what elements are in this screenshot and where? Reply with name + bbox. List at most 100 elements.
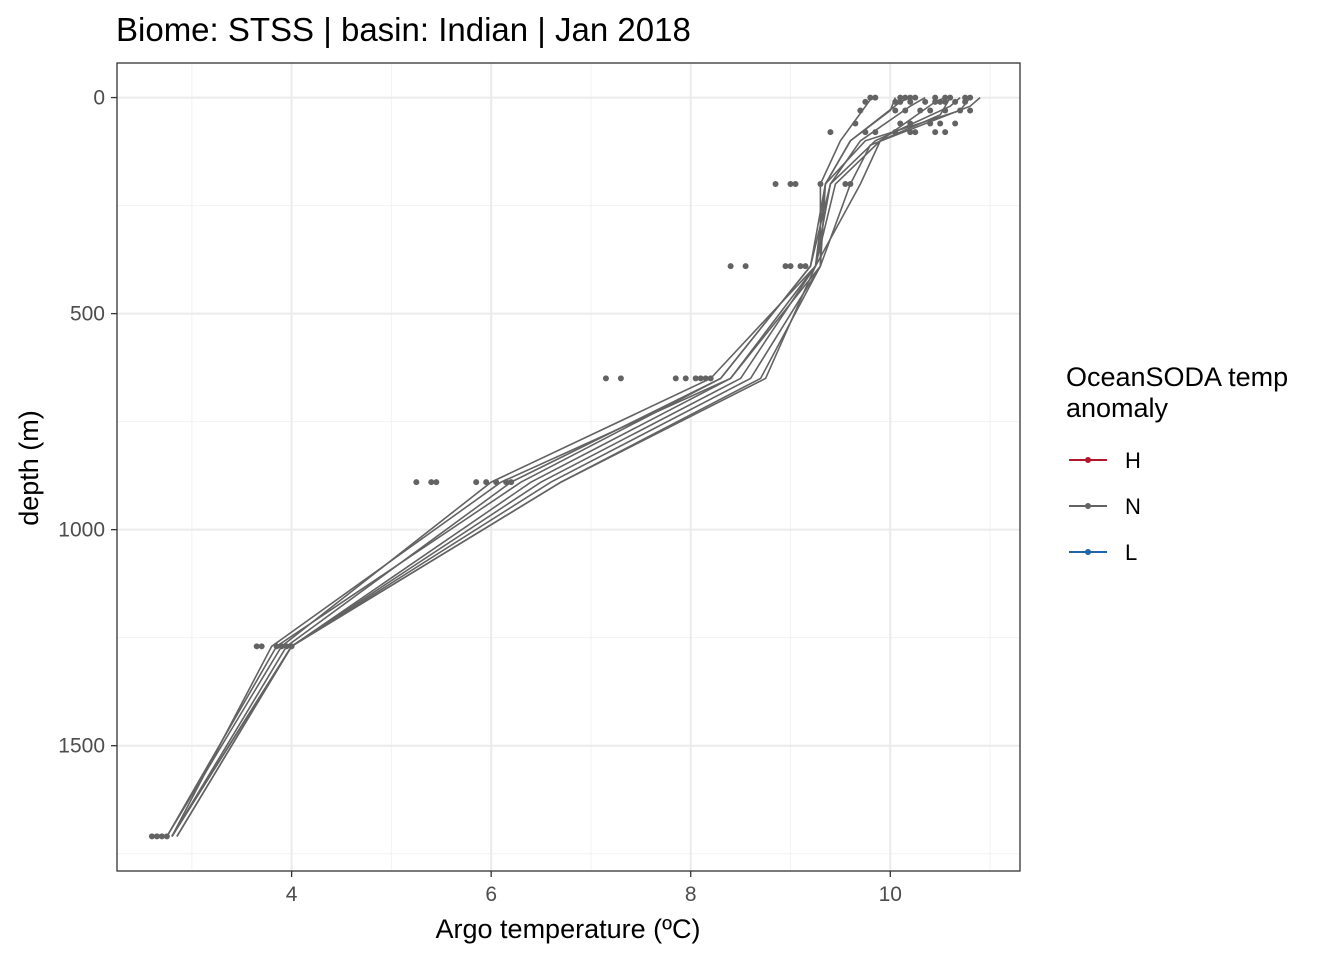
data-point [867, 94, 874, 101]
data-point [827, 129, 834, 136]
legend-title-line-2: anomaly [1066, 393, 1169, 423]
data-point [158, 833, 165, 840]
data-point [942, 94, 949, 101]
data-point [942, 129, 949, 136]
data-point [153, 833, 160, 840]
data-point [947, 94, 954, 101]
data-point [912, 129, 919, 136]
legend-key-point-H [1085, 457, 1091, 463]
data-point [148, 833, 155, 840]
data-point [817, 180, 824, 187]
data-point [602, 375, 609, 382]
legend-key-point-N [1085, 503, 1091, 509]
y-tick-label: 1000 [58, 519, 105, 542]
data-point [862, 129, 869, 136]
data-point [952, 98, 959, 105]
legend-key-point-L [1085, 549, 1091, 555]
data-point [787, 180, 794, 187]
data-point [742, 263, 749, 270]
data-point [922, 98, 929, 105]
data-point [942, 98, 949, 105]
data-point [907, 129, 914, 136]
data-point [483, 479, 490, 486]
data-point [253, 643, 260, 650]
data-point [797, 263, 804, 270]
data-point [847, 180, 854, 187]
x-tick-label: 6 [485, 883, 497, 906]
data-point [902, 107, 909, 114]
y-axis-title: depth (m) [14, 410, 44, 526]
data-point [692, 375, 699, 382]
data-point [917, 107, 924, 114]
data-point [897, 94, 904, 101]
legend-label-N: N [1125, 494, 1141, 519]
data-point [433, 479, 440, 486]
data-point [897, 120, 904, 127]
data-point [258, 643, 265, 650]
data-point [283, 643, 290, 650]
data-point [772, 180, 779, 187]
data-point [697, 375, 704, 382]
data-point [792, 180, 799, 187]
data-point [862, 98, 869, 105]
data-point [782, 263, 789, 270]
data-point [927, 107, 934, 114]
data-point [872, 94, 879, 101]
y-tick-label: 0 [93, 87, 105, 110]
data-point [852, 120, 859, 127]
data-point [672, 375, 679, 382]
data-point [897, 98, 904, 105]
data-point [892, 107, 899, 114]
data-point [503, 479, 510, 486]
y-tick-label: 1500 [58, 735, 105, 758]
data-point [787, 263, 794, 270]
data-point [892, 129, 899, 136]
data-point [912, 94, 919, 101]
legend-label-H: H [1125, 448, 1141, 473]
data-point [937, 120, 944, 127]
data-point [473, 479, 480, 486]
profile-line-8 [176, 97, 951, 837]
data-point [892, 98, 899, 105]
data-point [932, 94, 939, 101]
data-point [508, 479, 515, 486]
panel-border [116, 62, 1021, 872]
profile-line-9 [166, 97, 897, 837]
data-point [857, 107, 864, 114]
data-point [932, 129, 939, 136]
data-point [907, 98, 914, 105]
data-point [872, 129, 879, 136]
data-point [907, 94, 914, 101]
data-point [617, 375, 624, 382]
data-point [957, 107, 964, 114]
data-point [428, 479, 435, 486]
data-point [802, 263, 809, 270]
data-point [278, 643, 285, 650]
data-point [907, 120, 914, 127]
data-point [967, 94, 974, 101]
data-point [962, 94, 969, 101]
data-point [727, 263, 734, 270]
x-axis-title: Argo temperature (ºC) [436, 914, 701, 944]
chart-title: Biome: STSS | basin: Indian | Jan 2018 [116, 11, 691, 48]
y-tick-label: 500 [70, 303, 105, 326]
data-point [927, 120, 934, 127]
data-point [937, 98, 944, 105]
data-point [413, 479, 420, 486]
data-point [702, 375, 709, 382]
data-point [707, 375, 714, 382]
data-point [942, 107, 949, 114]
data-point [962, 98, 969, 105]
data-point [163, 833, 170, 840]
data-point [493, 479, 500, 486]
data-point [932, 98, 939, 105]
x-tick-label: 10 [879, 883, 902, 906]
data-point [842, 180, 849, 187]
x-tick-label: 8 [685, 883, 697, 906]
x-tick-label: 4 [286, 883, 298, 906]
data-point [288, 643, 295, 650]
legend-title-line-1: OceanSODA temp [1066, 362, 1288, 392]
data-point [952, 120, 959, 127]
